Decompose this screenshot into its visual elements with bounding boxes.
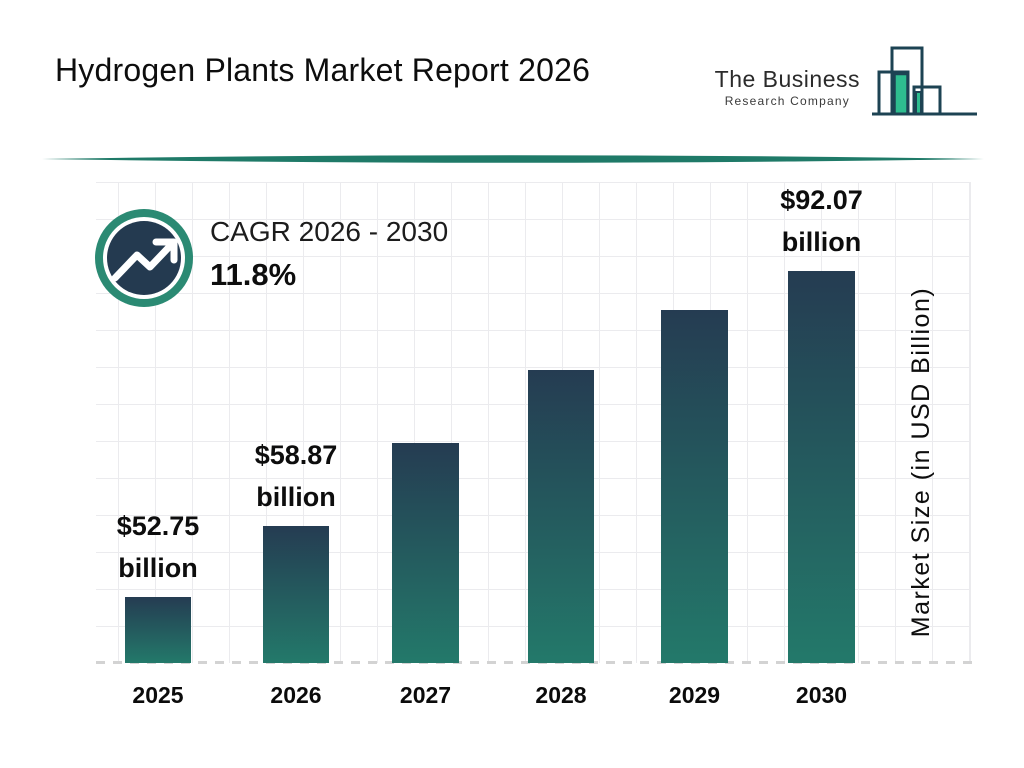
page-title: Hydrogen Plants Market Report 2026 xyxy=(55,52,591,88)
x-tick-2030: 2030 xyxy=(795,682,848,708)
logo-text-secondary: Research Company xyxy=(724,94,850,108)
company-logo: The Business Research Company xyxy=(712,40,982,130)
x-tick-2029: 2029 xyxy=(668,682,721,708)
cagr-value: 11.8% xyxy=(210,257,297,292)
cagr-badge: CAGR 2026 - 2030 11.8% xyxy=(92,206,448,310)
x-tick-2028: 2028 xyxy=(535,682,587,708)
bar-2029 xyxy=(661,310,728,663)
bar-2030 xyxy=(788,271,855,663)
bar-2027 xyxy=(392,443,459,663)
x-tick-2027: 2027 xyxy=(399,682,452,708)
x-tick-2025: 2025 xyxy=(132,682,184,708)
cagr-period-label: CAGR 2026 - 2030 xyxy=(210,216,449,247)
trending-up-icon xyxy=(95,209,193,307)
logo-text: The Business Research Company xyxy=(715,66,860,108)
bar-2025 xyxy=(125,597,191,663)
bar-value-label-2026: $58.87 billion xyxy=(254,440,338,512)
bar-value-label-2030: $92.07 billion xyxy=(780,185,863,257)
divider-line xyxy=(42,155,984,163)
y-axis-title: Market Size (in USD Billion) xyxy=(907,286,935,638)
bar-2028 xyxy=(528,370,594,663)
cagr-text-block: CAGR 2026 - 2030 11.8% xyxy=(210,216,448,293)
bar-2026 xyxy=(263,526,329,663)
logo-text-primary: The Business xyxy=(714,66,860,92)
bar-value-label-2025: $52.75 billion xyxy=(116,511,200,583)
logo-barchart-icon xyxy=(872,46,977,116)
x-tick-2026: 2026 xyxy=(270,682,322,708)
